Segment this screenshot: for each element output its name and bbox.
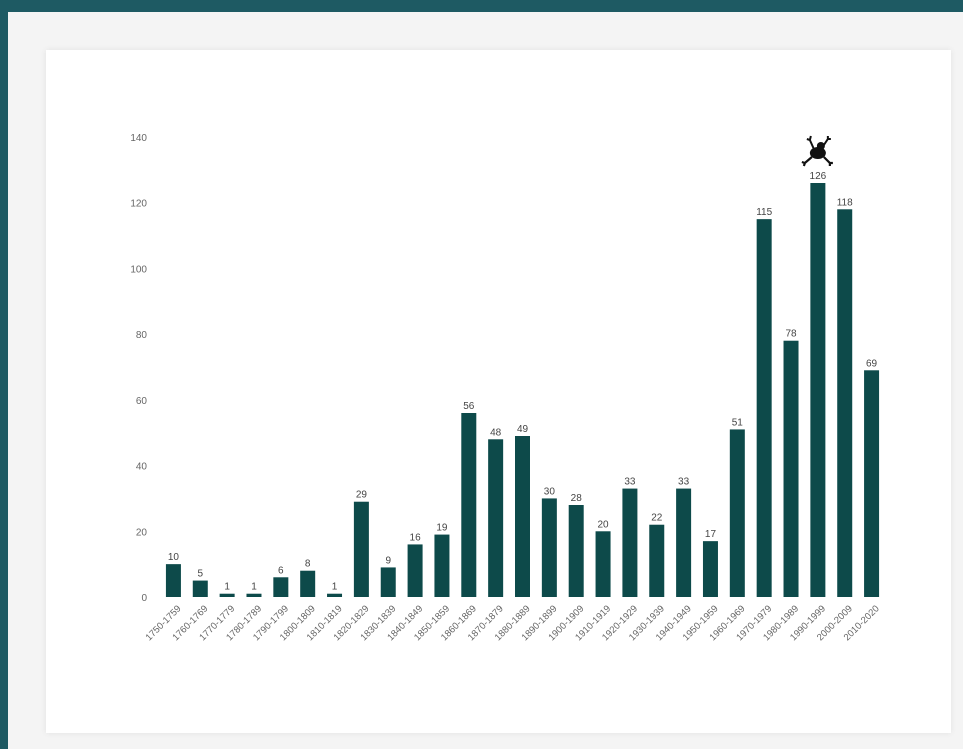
bar	[488, 439, 504, 597]
data-label: 16	[410, 532, 422, 543]
data-label: 33	[678, 477, 690, 488]
top-frame-bar	[0, 0, 963, 12]
frog-leg	[801, 156, 813, 167]
data-label: 28	[571, 493, 583, 504]
bar	[756, 219, 772, 597]
bar	[702, 541, 718, 597]
y-tick-label: 40	[136, 462, 148, 473]
bar	[810, 183, 826, 597]
data-label: 115	[756, 207, 772, 218]
bar	[568, 505, 584, 597]
y-tick-label: 100	[130, 264, 147, 275]
chart-panel	[46, 50, 951, 733]
data-label: 20	[597, 519, 609, 530]
data-label: 78	[785, 329, 797, 340]
data-label: 69	[866, 358, 878, 369]
data-label: 29	[356, 490, 368, 501]
bar	[165, 564, 181, 597]
data-label: 10	[168, 552, 180, 563]
bar	[327, 593, 343, 597]
y-tick-label: 140	[130, 133, 147, 144]
data-label: 48	[490, 427, 502, 438]
data-label: 126	[810, 171, 827, 182]
bar	[219, 593, 235, 597]
x-axis: 1750-17591760-17691770-17791780-17891790…	[144, 603, 882, 643]
bar	[461, 413, 477, 597]
annotations	[801, 135, 833, 167]
data-label: 56	[463, 401, 475, 412]
bar	[515, 436, 530, 597]
bar	[729, 429, 745, 597]
data-label: 22	[651, 513, 663, 524]
frog-icon	[801, 135, 833, 167]
y-tick-label: 80	[136, 330, 148, 341]
data-label: 1	[224, 582, 230, 593]
data-label: 9	[385, 555, 391, 566]
bar	[353, 501, 369, 597]
bar	[676, 488, 692, 597]
y-tick-label: 60	[136, 396, 148, 407]
bar	[837, 209, 853, 598]
frog-leg	[823, 156, 833, 166]
data-label: 8	[305, 559, 311, 570]
data-label: 33	[624, 477, 636, 488]
bar	[434, 534, 450, 597]
y-tick-label: 20	[136, 527, 148, 538]
bar	[246, 593, 262, 597]
frog-arm	[806, 135, 815, 150]
data-label: 118	[837, 197, 853, 208]
frog-body	[809, 147, 826, 159]
bar	[407, 544, 423, 597]
y-tick-label: 120	[130, 199, 147, 210]
bar	[300, 570, 316, 597]
y-axis: 0 20 40 60 80 100 120 140	[130, 133, 147, 604]
data-label: 19	[436, 523, 448, 534]
bar	[783, 340, 799, 597]
data-label: 49	[517, 424, 529, 435]
bar	[192, 580, 208, 597]
data-label: 51	[732, 417, 744, 428]
bars	[165, 183, 880, 598]
bar	[649, 524, 665, 597]
y-tick-label: 0	[141, 593, 147, 604]
frog-arm	[823, 136, 831, 146]
data-label: 6	[278, 565, 284, 576]
bar	[541, 498, 557, 597]
data-label: 5	[197, 569, 203, 580]
bar	[622, 488, 638, 597]
frog-head	[816, 142, 825, 150]
bar	[864, 370, 880, 597]
data-label: 30	[544, 486, 556, 497]
data-label: 1	[332, 582, 338, 593]
data-label: 17	[705, 529, 717, 540]
bar	[595, 531, 611, 597]
bar	[273, 577, 289, 597]
bar	[380, 567, 396, 597]
data-label: 1	[251, 582, 257, 593]
